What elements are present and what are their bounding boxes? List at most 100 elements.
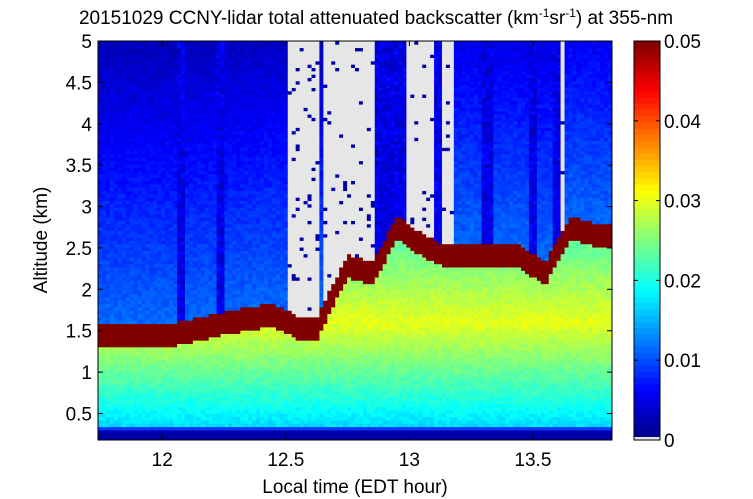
heatmap-cell: [153, 233, 158, 238]
heatmap-cell: [165, 164, 170, 168]
heatmap-cell: [181, 253, 186, 258]
heatmap-cell: [240, 100, 245, 105]
heatmap-cell: [244, 420, 249, 424]
heatmap-cell: [192, 100, 198, 105]
heatmap-cell: [105, 154, 111, 158]
heatmap-cell: [165, 310, 170, 315]
heatmap-cell: [232, 280, 237, 285]
heatmap-cell: [188, 127, 194, 132]
heatmap-cell: [149, 420, 154, 424]
heatmap-cell: [101, 436, 107, 441]
heatmap-cell: [121, 273, 127, 278]
heatmap-cell: [212, 127, 218, 132]
heatmap-cell: [169, 250, 174, 255]
heatmap-cell: [98, 77, 103, 82]
heatmap-cell: [109, 100, 115, 105]
heatmap-cell: [165, 403, 170, 408]
heatmap-cell: [145, 360, 150, 364]
heatmap-cell: [184, 280, 190, 285]
heatmap-cell: [153, 54, 158, 59]
heatmap-cell: [212, 187, 218, 192]
heatmap-cell: [113, 250, 119, 255]
heatmap-cell: [256, 124, 261, 128]
heatmap-cell: [165, 370, 170, 374]
heatmap-cell: [98, 200, 103, 205]
heatmap-cell: [157, 243, 162, 248]
heatmap-cell: [252, 110, 257, 115]
heatmap-cell: [236, 140, 241, 145]
heatmap-cell: [192, 187, 198, 192]
heatmap-cell: [117, 207, 123, 211]
heatmap-cell: [177, 183, 182, 188]
heatmap-cell: [248, 390, 253, 394]
heatmap-cell: [248, 247, 253, 251]
heatmap-cell: [153, 210, 158, 215]
heatmap-cell: [228, 413, 233, 418]
heatmap-cell: [196, 280, 202, 285]
heatmap-cell: [252, 203, 257, 208]
heatmap-cell: [141, 210, 146, 215]
heatmap-cell: [224, 316, 229, 321]
heatmap-cell: [105, 124, 111, 128]
heatmap-cell: [224, 203, 229, 208]
heatmap-cell: [208, 220, 214, 225]
heatmap-cell: [117, 67, 123, 72]
heatmap-cell: [109, 80, 115, 85]
heatmap-cell: [196, 416, 202, 421]
heatmap-cell: [196, 164, 202, 168]
heatmap-cell: [240, 373, 245, 378]
heatmap-cell: [98, 247, 103, 251]
heatmap-cell: [173, 300, 178, 305]
heatmap-cell: [129, 90, 134, 95]
heatmap-cell: [109, 74, 115, 78]
heatmap-cell: [161, 217, 166, 221]
heatmap-cell: [212, 410, 218, 414]
heatmap-cell: [236, 390, 241, 394]
heatmap-cell: [117, 100, 123, 105]
heatmap-cell: [153, 220, 158, 225]
heatmap-cell: [173, 313, 178, 318]
heatmap-cell: [165, 320, 170, 325]
heatmap-cell: [173, 346, 178, 351]
heatmap-cell: [192, 316, 198, 321]
heatmap-cell: [113, 356, 119, 361]
heatmap-cell: [133, 117, 138, 122]
heatmap-cell: [192, 303, 198, 308]
heatmap-cell: [161, 90, 166, 95]
heatmap-cell: [153, 323, 158, 328]
heatmap-cell: [109, 253, 115, 258]
heatmap-cell: [232, 170, 237, 175]
heatmap-cell: [141, 47, 146, 52]
heatmap-cell: [177, 134, 182, 138]
heatmap-cell: [133, 396, 138, 401]
heatmap-cell: [169, 74, 174, 78]
heatmap-cell: [192, 130, 198, 135]
heatmap-cell: [216, 104, 221, 108]
heatmap-cell: [204, 433, 210, 438]
heatmap-cell: [153, 313, 158, 318]
heatmap-cell: [153, 110, 158, 115]
heatmap-cell: [129, 303, 134, 308]
heatmap-cell: [236, 360, 241, 364]
heatmap-cell: [188, 316, 194, 321]
heatmap-cell: [192, 183, 198, 188]
heatmap-cell: [204, 164, 210, 168]
heatmap-cell: [228, 343, 233, 348]
heatmap-cell: [113, 67, 119, 72]
heatmap-cell: [109, 84, 115, 88]
heatmap-cell: [113, 44, 119, 49]
heatmap-cell: [137, 237, 142, 241]
heatmap-cell: [256, 47, 261, 52]
heatmap-cell: [236, 280, 241, 285]
heatmap-cell: [260, 273, 265, 278]
heatmap-cell: [173, 107, 178, 112]
heatmap-cell: [177, 193, 182, 198]
heatmap-cell: [228, 303, 233, 308]
heatmap-cell: [204, 323, 210, 328]
heatmap-cell: [149, 400, 154, 404]
heatmap-cell: [129, 170, 134, 175]
heatmap-cell: [228, 273, 233, 278]
heatmap-cell: [173, 257, 178, 261]
heatmap-cell: [224, 50, 229, 55]
heatmap-cell: [196, 403, 202, 408]
